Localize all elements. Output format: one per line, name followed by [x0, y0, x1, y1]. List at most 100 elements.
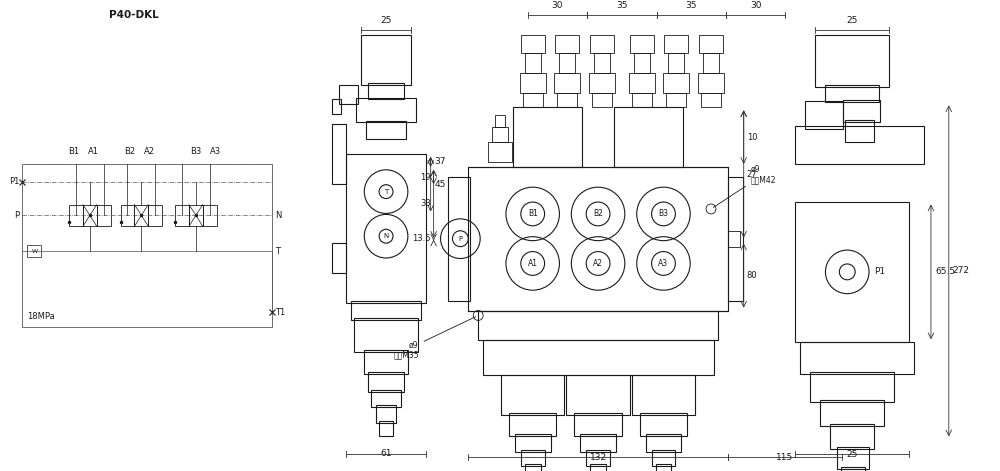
Bar: [366, 122, 406, 139]
Bar: [815, 35, 889, 87]
Bar: [666, 93, 686, 107]
Bar: [22, 164, 272, 327]
Bar: [845, 120, 874, 142]
Bar: [189, 204, 203, 226]
Bar: [841, 467, 865, 471]
Bar: [810, 372, 894, 402]
Bar: [515, 434, 551, 452]
Bar: [554, 73, 580, 93]
Bar: [728, 177, 743, 300]
Bar: [646, 434, 681, 452]
Text: A2: A2: [144, 147, 155, 156]
Text: ø9
通孔M42: ø9 通孔M42: [713, 165, 776, 207]
Bar: [698, 73, 724, 93]
Bar: [632, 375, 695, 414]
Text: B2: B2: [124, 147, 135, 156]
Bar: [837, 447, 869, 469]
Text: 132: 132: [590, 453, 607, 462]
Text: ø9
通孔M35: ø9 通孔M35: [393, 317, 476, 360]
Bar: [590, 35, 614, 53]
Bar: [356, 97, 416, 122]
Text: 45: 45: [435, 180, 446, 189]
Bar: [843, 100, 880, 122]
Bar: [134, 204, 148, 226]
Bar: [703, 53, 719, 73]
Bar: [371, 390, 401, 406]
Text: 61: 61: [380, 449, 392, 458]
Bar: [376, 405, 396, 423]
Text: 35: 35: [616, 1, 628, 10]
Bar: [652, 450, 675, 466]
Text: 65.5: 65.5: [935, 268, 955, 276]
Bar: [664, 35, 688, 53]
Bar: [555, 35, 579, 53]
Bar: [364, 350, 408, 374]
Bar: [346, 154, 426, 302]
Bar: [701, 93, 721, 107]
Text: 30: 30: [750, 1, 761, 10]
Text: 10: 10: [747, 133, 757, 142]
Bar: [800, 342, 914, 374]
Text: 33: 33: [420, 199, 431, 208]
Text: T1: T1: [275, 308, 285, 317]
Bar: [640, 413, 687, 436]
Text: 80: 80: [747, 271, 757, 280]
Bar: [339, 85, 358, 105]
Text: N: N: [383, 233, 389, 239]
Bar: [495, 115, 505, 127]
Bar: [521, 35, 545, 53]
Bar: [488, 142, 512, 162]
Bar: [509, 413, 556, 436]
Text: N: N: [275, 211, 281, 220]
Bar: [478, 310, 718, 340]
Text: 37: 37: [435, 157, 446, 166]
Text: 25: 25: [380, 16, 392, 25]
Text: A2: A2: [593, 259, 603, 268]
Bar: [468, 167, 728, 310]
Bar: [525, 53, 541, 73]
Bar: [332, 99, 341, 114]
Bar: [448, 177, 470, 300]
Bar: [566, 375, 630, 414]
Bar: [501, 375, 564, 414]
Text: B3: B3: [190, 147, 201, 156]
Text: 30: 30: [552, 1, 563, 10]
Bar: [795, 202, 909, 342]
Bar: [483, 340, 714, 375]
Bar: [351, 300, 421, 320]
Text: P1: P1: [9, 177, 20, 186]
Text: A3: A3: [210, 147, 221, 156]
Text: B1: B1: [68, 147, 80, 156]
Bar: [83, 204, 97, 226]
Bar: [521, 450, 545, 466]
Bar: [332, 243, 346, 273]
Bar: [332, 124, 346, 184]
Text: 13.5: 13.5: [412, 234, 431, 243]
Text: P: P: [14, 211, 20, 220]
Bar: [629, 73, 655, 93]
Bar: [632, 93, 652, 107]
Bar: [656, 464, 671, 471]
Bar: [589, 73, 615, 93]
Bar: [525, 464, 541, 471]
Text: P1: P1: [874, 268, 885, 276]
Bar: [148, 204, 162, 226]
Bar: [175, 204, 189, 226]
Bar: [27, 245, 41, 257]
Bar: [523, 93, 543, 107]
Text: 19: 19: [420, 172, 431, 181]
Bar: [805, 101, 843, 129]
Bar: [513, 107, 582, 167]
Bar: [69, 204, 83, 226]
Bar: [594, 53, 610, 73]
Bar: [557, 93, 577, 107]
Text: T: T: [275, 246, 280, 256]
Text: B1: B1: [528, 210, 538, 219]
Text: 27: 27: [747, 170, 757, 179]
Bar: [580, 434, 616, 452]
Bar: [559, 53, 575, 73]
Text: 25: 25: [847, 450, 858, 459]
Bar: [574, 413, 622, 436]
Bar: [614, 107, 683, 167]
Text: B2: B2: [593, 210, 603, 219]
